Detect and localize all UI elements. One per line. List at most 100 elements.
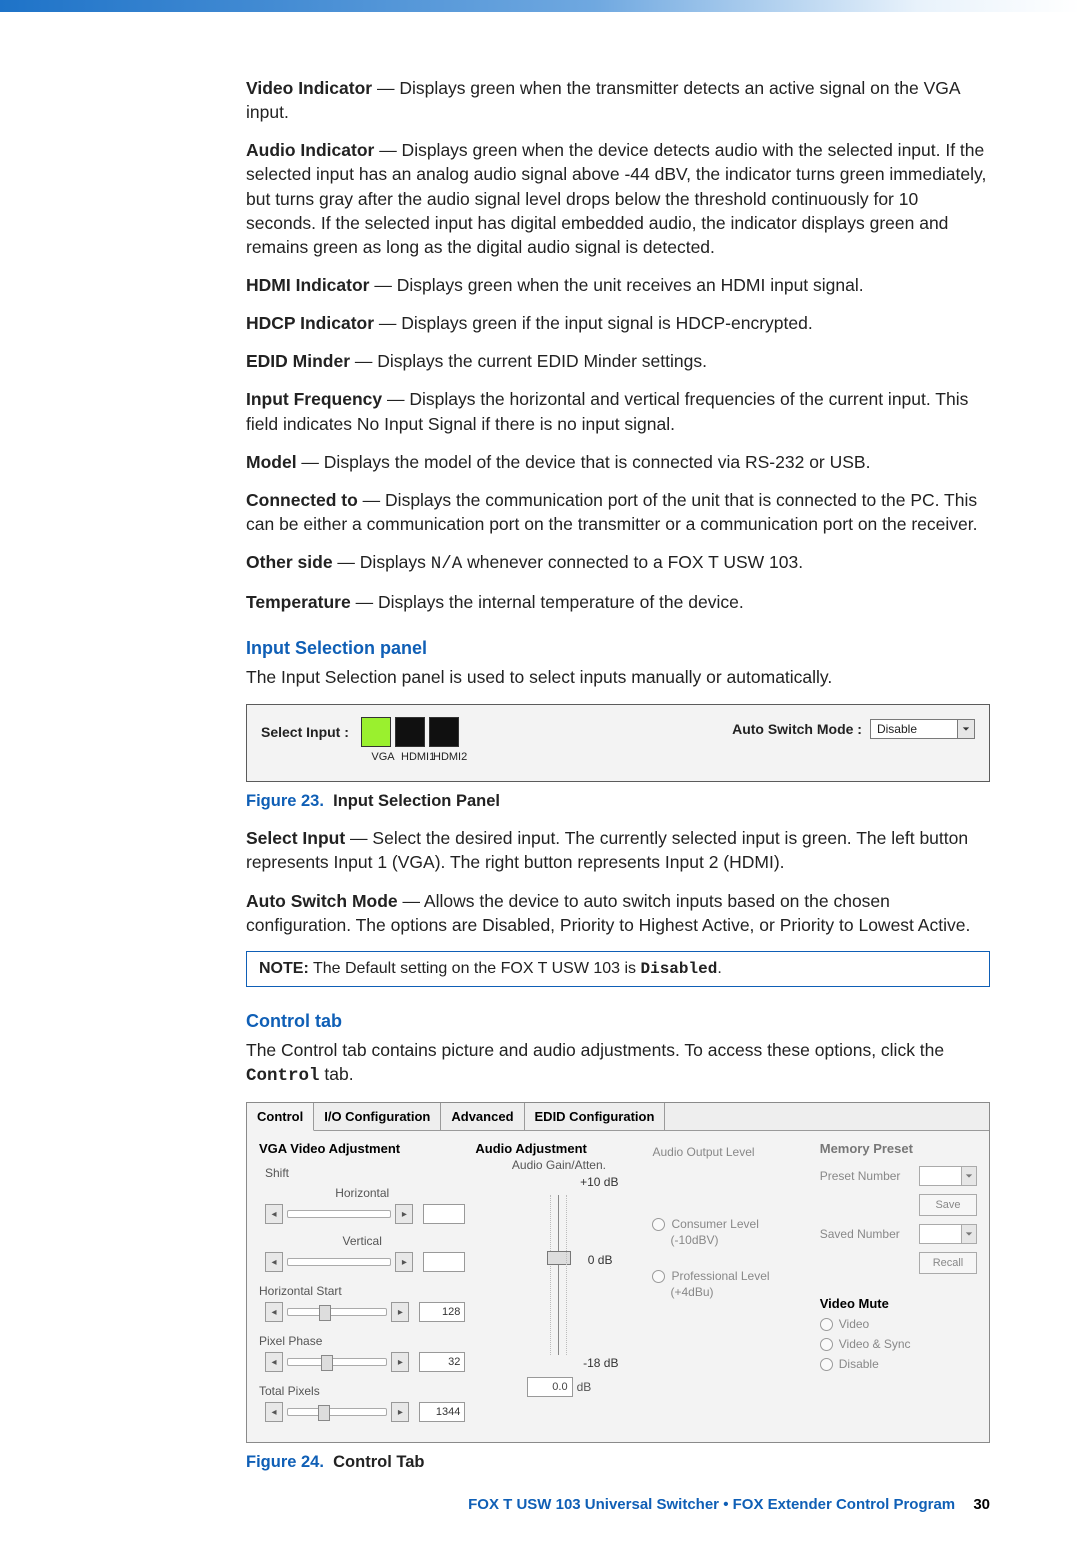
definition-item: Audio Indicator — Displays green when th… bbox=[246, 138, 990, 259]
saved-number-label: Saved Number bbox=[820, 1227, 913, 1241]
video-mute-title: Video Mute bbox=[820, 1296, 977, 1311]
preset-number-label: Preset Number bbox=[820, 1169, 913, 1183]
term: Select Input bbox=[246, 828, 345, 848]
gain-slider[interactable] bbox=[529, 1190, 589, 1360]
footer-title: FOX T USW 103 Universal Switcher • FOX E… bbox=[468, 1496, 955, 1513]
page-content: Video Indicator — Displays green when th… bbox=[0, 12, 1080, 1553]
arrow-right-icon[interactable]: ▸ bbox=[395, 1204, 413, 1224]
hstart-value: 128 bbox=[419, 1302, 465, 1322]
right-column: Memory Preset Preset Number Save Saved N… bbox=[820, 1141, 977, 1428]
gain-bot: -18 dB bbox=[583, 1356, 618, 1370]
term: Other side bbox=[246, 552, 333, 572]
definition-text: — Displays green when the unit receives … bbox=[369, 275, 863, 295]
term: Input Frequency bbox=[246, 389, 382, 409]
footer-page: 30 bbox=[973, 1496, 990, 1513]
control-tab-panel: Control I/O Configuration Advanced EDID … bbox=[246, 1102, 990, 1443]
horizontal-label: Horizontal bbox=[259, 1186, 465, 1200]
input-btn-hdmi2[interactable] bbox=[429, 717, 459, 747]
pphase-slider[interactable]: ◂ ▸ 32 bbox=[265, 1352, 465, 1372]
video-mute-video[interactable]: Video bbox=[820, 1317, 977, 1331]
control-tab-intro: The Control tab contains picture and aud… bbox=[246, 1038, 990, 1088]
shift-vertical-slider[interactable]: ◂ ▸ bbox=[265, 1252, 465, 1272]
definition-text: — Select the desired input. The currentl… bbox=[246, 828, 968, 872]
shift-horizontal-slider[interactable]: ◂ ▸ bbox=[265, 1204, 465, 1224]
input-btn-vga[interactable] bbox=[361, 717, 391, 747]
page-top-accent bbox=[0, 0, 1080, 12]
tab-io-config[interactable]: I/O Configuration bbox=[314, 1103, 441, 1130]
tab-advanced[interactable]: Advanced bbox=[441, 1103, 524, 1130]
tpixels-slider[interactable]: ◂ ▸ 1344 bbox=[265, 1402, 465, 1422]
tab-edid-config[interactable]: EDID Configuration bbox=[525, 1103, 666, 1130]
arrow-right-icon[interactable]: ▸ bbox=[391, 1352, 409, 1372]
gain-top: +10 dB bbox=[580, 1175, 618, 1189]
gain-mid: 0 dB bbox=[588, 1253, 613, 1267]
arrow-right-icon[interactable]: ▸ bbox=[391, 1402, 409, 1422]
figure24-caption: Figure 24. Control Tab bbox=[246, 1451, 990, 1474]
preset-number-combo[interactable] bbox=[919, 1166, 977, 1186]
tpixels-label: Total Pixels bbox=[259, 1384, 465, 1398]
term: Model bbox=[246, 452, 297, 472]
gain-entry[interactable]: 0.0 bbox=[527, 1377, 573, 1397]
definition-item: Input Frequency — Displays the horizonta… bbox=[246, 387, 990, 435]
input-buttons bbox=[361, 717, 459, 747]
post-figure23-defs: Select Input — Select the desired input.… bbox=[246, 826, 990, 937]
page-footer: FOX T USW 103 Universal Switcher • FOX E… bbox=[246, 1496, 990, 1513]
chevron-down-icon bbox=[961, 1225, 976, 1243]
input-button-captions: VGA HDMI1 HDMI2 bbox=[369, 751, 975, 763]
saved-number-combo[interactable] bbox=[919, 1224, 977, 1244]
video-mute-video-sync[interactable]: Video & Sync bbox=[820, 1337, 977, 1351]
term: Audio Indicator bbox=[246, 140, 374, 160]
memory-preset-title: Memory Preset bbox=[820, 1141, 977, 1156]
figure23-caption: Figure 23. Input Selection Panel bbox=[246, 790, 990, 813]
chevron-down-icon bbox=[958, 719, 975, 739]
vga-video-adjustment: VGA Video Adjustment Shift Horizontal ◂ … bbox=[259, 1141, 465, 1428]
heading-input-selection: Input Selection panel bbox=[246, 638, 990, 659]
definition-text: — Displays the model of the device that … bbox=[297, 452, 871, 472]
hstart-slider[interactable]: ◂ ▸ 128 bbox=[265, 1302, 465, 1322]
term: Connected to bbox=[246, 490, 358, 510]
arrow-right-icon[interactable]: ▸ bbox=[391, 1302, 409, 1322]
definition-item: HDCP Indicator — Displays green if the i… bbox=[246, 311, 990, 335]
audio-adj-title: Audio Adjustment bbox=[475, 1141, 642, 1156]
note-box: NOTE: The Default setting on the FOX T U… bbox=[246, 951, 990, 987]
definition-item: Model — Displays the model of the device… bbox=[246, 450, 990, 474]
auto-switch-label: Auto Switch Mode : bbox=[732, 721, 862, 737]
shift-label: Shift bbox=[265, 1166, 465, 1180]
pro-level-radio[interactable]: Professional Level bbox=[652, 1269, 809, 1283]
arrow-left-icon[interactable]: ◂ bbox=[265, 1204, 283, 1224]
term: Auto Switch Mode bbox=[246, 891, 398, 911]
arrow-left-icon[interactable]: ◂ bbox=[265, 1352, 283, 1372]
shift-h-value bbox=[423, 1204, 465, 1224]
definition-item: Auto Switch Mode — Allows the device to … bbox=[246, 889, 990, 937]
term: Video Indicator bbox=[246, 78, 372, 98]
select-input-label: Select Input : bbox=[261, 724, 349, 740]
def-other-side: Other side — Displays N/A whenever conne… bbox=[246, 550, 990, 576]
definition-item: Video Indicator — Displays green when th… bbox=[246, 76, 990, 124]
consumer-sub: (-10dBV) bbox=[670, 1233, 809, 1247]
hstart-label: Horizontal Start bbox=[259, 1284, 465, 1298]
def-temperature: Temperature — Displays the internal temp… bbox=[246, 590, 990, 614]
gain-thumb[interactable] bbox=[547, 1251, 571, 1265]
tab-control[interactable]: Control bbox=[247, 1103, 314, 1131]
term: HDCP Indicator bbox=[246, 313, 374, 333]
recall-button[interactable]: Recall bbox=[919, 1252, 977, 1274]
arrow-right-icon[interactable]: ▸ bbox=[395, 1252, 413, 1272]
radio-icon bbox=[652, 1218, 665, 1231]
save-button[interactable]: Save bbox=[919, 1194, 977, 1216]
shift-v-value bbox=[423, 1252, 465, 1272]
arrow-left-icon[interactable]: ◂ bbox=[265, 1402, 283, 1422]
gain-unit: dB bbox=[577, 1380, 592, 1394]
consumer-level-radio[interactable]: Consumer Level bbox=[652, 1217, 809, 1231]
radio-icon bbox=[820, 1358, 833, 1371]
video-mute-disable[interactable]: Disable bbox=[820, 1357, 977, 1371]
arrow-left-icon[interactable]: ◂ bbox=[265, 1252, 283, 1272]
arrow-left-icon[interactable]: ◂ bbox=[265, 1302, 283, 1322]
auto-switch-dropdown[interactable]: Disable bbox=[870, 719, 975, 739]
output-level-title: Audio Output Level bbox=[652, 1145, 809, 1159]
definitions-list: Video Indicator — Displays green when th… bbox=[246, 76, 990, 536]
input-btn-hdmi1[interactable] bbox=[395, 717, 425, 747]
auto-switch-value: Disable bbox=[870, 719, 958, 739]
audio-adjustment: Audio Adjustment Audio Gain/Atten. +10 d… bbox=[475, 1141, 642, 1428]
pphase-value: 32 bbox=[419, 1352, 465, 1372]
term: EDID Minder bbox=[246, 351, 350, 371]
